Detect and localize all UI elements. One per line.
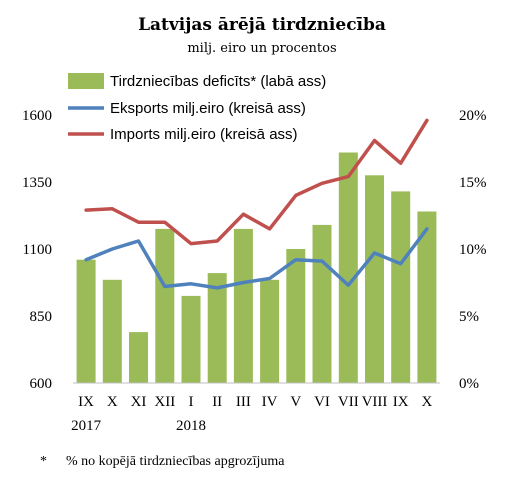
legend-label: Tirdzniecības deficīts* (labā ass): [110, 73, 326, 90]
deficit-bar: [129, 332, 148, 383]
x-tick-label: IV: [262, 394, 278, 410]
legend-swatch-bar: [68, 73, 104, 89]
chart-title: Latvijas ārējā tirdzniecība: [138, 15, 386, 35]
right-axis-ticks: 0% 5% 10% 15% 20%: [459, 108, 487, 392]
deficit-bar: [365, 175, 384, 383]
x-tick-label: VIII: [362, 394, 388, 410]
trade-lines: [84, 118, 429, 290]
x-tick-label: XII: [154, 394, 175, 410]
x-tick-label: II: [212, 394, 222, 410]
deficit-bar: [391, 191, 411, 383]
x-tick-label: VI: [314, 394, 330, 410]
right-tick-label: 10%: [459, 242, 487, 258]
x-tick-label: X: [421, 394, 432, 410]
deficit-bar: [233, 228, 253, 383]
x-tick-label: IX: [78, 394, 94, 410]
x-tick-label: V: [290, 394, 301, 410]
right-tick-label: 20%: [459, 108, 487, 124]
legend: Tirdzniecības deficīts* (labā ass) Ekspor…: [68, 73, 326, 143]
deficit-bar: [417, 211, 437, 383]
left-tick-label: 1100: [23, 242, 52, 258]
x-tick-label: VII: [338, 394, 359, 410]
x-tick-label: I: [189, 394, 194, 410]
deficit-bar: [207, 273, 227, 383]
deficit-bar: [286, 249, 306, 383]
deficit-bar: [338, 152, 358, 383]
legend-label: Imports milj.eiro (kreisā ass): [110, 126, 298, 143]
left-tick-label: 1600: [22, 108, 52, 124]
import-line: [84, 118, 429, 246]
right-tick-label: 0%: [459, 376, 479, 392]
left-tick-label: 1350: [22, 175, 52, 191]
deficit-bar: [76, 259, 96, 383]
chart-subtitle: milj. eiro un procentos: [187, 41, 336, 56]
left-tick-label: 850: [30, 309, 53, 325]
x-tick-label: III: [236, 394, 251, 410]
right-tick-label: 15%: [459, 175, 487, 191]
year-label: 2017: [71, 418, 102, 434]
left-axis-ticks: 600 850 1100 1350 1600: [22, 108, 52, 392]
footnote-marker: *: [40, 454, 47, 469]
footnote: % no kopējā tirdzniecības apgrozījuma: [66, 454, 285, 469]
legend-label: Eksports milj.eiro (kreisā ass): [110, 100, 306, 117]
deficit-bar: [181, 295, 201, 383]
deficit-bar: [260, 279, 280, 383]
x-tick-label: X: [107, 394, 118, 410]
left-tick-label: 600: [30, 376, 53, 392]
x-tick-label: XI: [131, 394, 147, 410]
x-tick-label: IX: [393, 394, 409, 410]
deficit-bar: [102, 279, 122, 383]
deficit-bars: [76, 152, 437, 383]
deficit-bar: [312, 224, 332, 383]
right-tick-label: 5%: [459, 309, 479, 325]
export-line: [84, 227, 429, 290]
deficit-bar: [155, 228, 175, 383]
year-label: 2018: [176, 418, 206, 434]
